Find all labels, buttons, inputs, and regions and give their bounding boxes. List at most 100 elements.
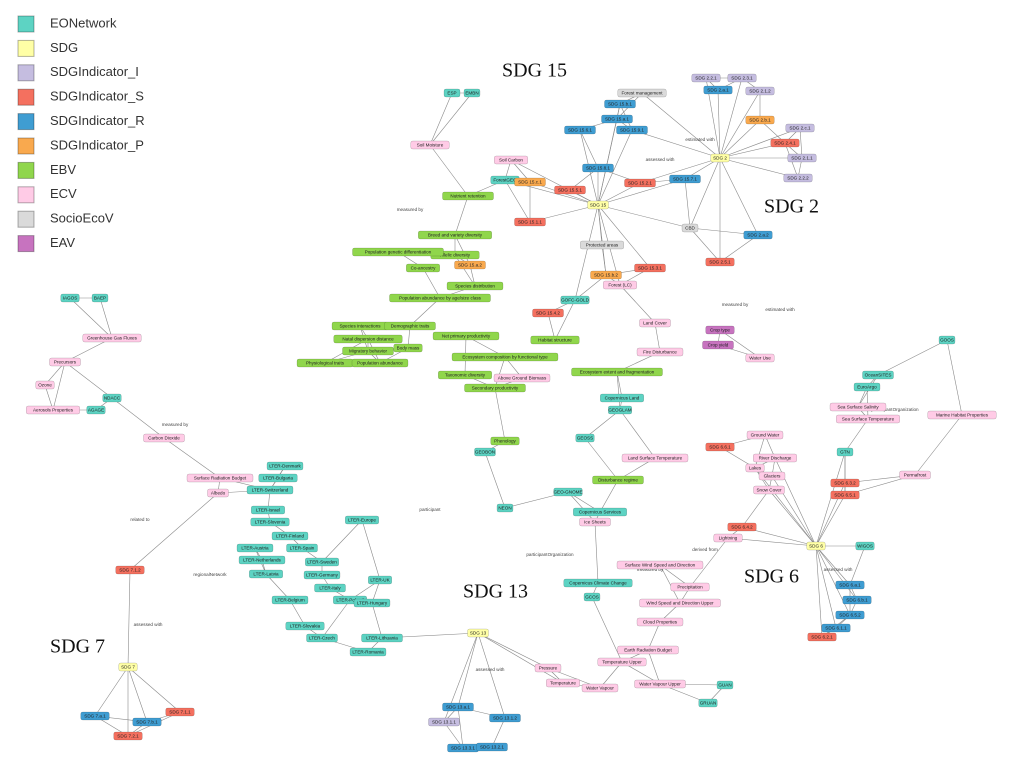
node-label: Ecosystem extent and fragmentation (580, 370, 655, 375)
node (608, 405, 632, 415)
node (236, 543, 274, 553)
sdg-label: SDG 7 (50, 636, 105, 658)
node (251, 505, 285, 515)
node-label: SDG 13 (470, 631, 487, 636)
edge (64, 361, 113, 399)
node-label: SDG 13.1.1 (432, 720, 456, 725)
node (746, 430, 784, 440)
node (830, 490, 860, 500)
edge-label: derived from (692, 547, 718, 552)
node (418, 230, 492, 240)
edge (719, 234, 759, 263)
edge (619, 409, 656, 459)
node (443, 88, 461, 98)
edge (774, 457, 817, 547)
node (702, 340, 734, 350)
node-label: SDG 15.4.2 (536, 311, 560, 316)
node (636, 617, 684, 627)
node-label: Temperature (550, 681, 576, 686)
node-label: BAEP (94, 296, 106, 301)
node (783, 173, 813, 183)
node (258, 473, 298, 483)
edge (844, 418, 869, 453)
node (476, 742, 508, 752)
edge (409, 297, 441, 327)
node (464, 383, 526, 393)
legend-swatch (17, 88, 35, 106)
node (454, 260, 486, 270)
node-label: LTER-Poland (336, 598, 364, 603)
edge (815, 545, 858, 601)
legend-swatch (17, 161, 35, 179)
edge (719, 77, 743, 159)
edge (815, 494, 846, 547)
node-label: WIGOS (857, 544, 873, 549)
node-label: Land Surface Temperature (628, 456, 683, 461)
node (836, 447, 854, 457)
edge (619, 284, 656, 324)
edge (768, 489, 817, 547)
node (451, 352, 559, 362)
node-label: Marine Habitat Properties (936, 413, 989, 418)
sdg-label: SDG 15 (502, 60, 567, 82)
edge (815, 545, 837, 629)
edge (429, 92, 453, 146)
node-label: Population abundance by age/size class (399, 296, 482, 301)
edge (574, 204, 599, 301)
node-label: SDG 6.2.1 (811, 635, 833, 640)
node-label: SDG 15.6.1 (568, 128, 592, 133)
edge-label: participant (419, 507, 441, 512)
node (286, 543, 318, 553)
edge (727, 537, 817, 547)
edge (639, 157, 721, 184)
node-label: Sea Surface Salinity (837, 405, 879, 410)
edge (815, 545, 851, 586)
node-label: SDG 15 (590, 203, 607, 208)
node (601, 114, 633, 124)
node-label: CBD (685, 226, 695, 231)
node-label: SDG 13.2.1 (480, 745, 504, 750)
node-label: SDG 2.1.2 (749, 89, 771, 94)
node-label: LTER-Hungary (357, 601, 388, 606)
node-label: SDG 6 (809, 544, 823, 549)
legend-swatch (17, 113, 35, 131)
edge-label: participantOrganization (871, 407, 919, 412)
edge (641, 92, 721, 159)
node-label: LTER-Finland (276, 534, 304, 539)
node-label: Protected areas (586, 243, 619, 248)
node (603, 280, 637, 290)
node-label: AGAGE (88, 408, 104, 413)
sdg-label: SDG 13 (463, 581, 528, 603)
node (560, 295, 590, 305)
edge (799, 127, 803, 159)
node-label: Disturbance regime (598, 478, 638, 483)
node (250, 517, 290, 527)
node-label: SDG 7.a.1 (84, 714, 106, 719)
node-label: Phenology (494, 439, 516, 444)
node (438, 370, 492, 380)
node (35, 380, 55, 390)
edge (601, 244, 607, 276)
node (238, 555, 286, 565)
node-label: Surface Wind Speed and Direction (625, 563, 696, 568)
node-label: SDG 2.1.1 (791, 156, 813, 161)
edge (94, 666, 129, 717)
edge (719, 329, 761, 359)
edge (815, 545, 823, 638)
edge (477, 632, 506, 719)
edge (547, 312, 556, 341)
edge (510, 159, 599, 206)
edge (454, 254, 476, 287)
edge (616, 371, 623, 399)
node-label: NEON (498, 506, 511, 511)
node (616, 125, 648, 135)
edge (491, 717, 506, 748)
legend-swatch (17, 186, 35, 204)
node-label: Fire Disturbance (643, 350, 677, 355)
node-label: LTER-Spain (290, 546, 315, 551)
edge (52, 361, 66, 411)
node (342, 346, 394, 356)
node (575, 433, 595, 443)
node (753, 485, 785, 495)
node (349, 647, 387, 657)
